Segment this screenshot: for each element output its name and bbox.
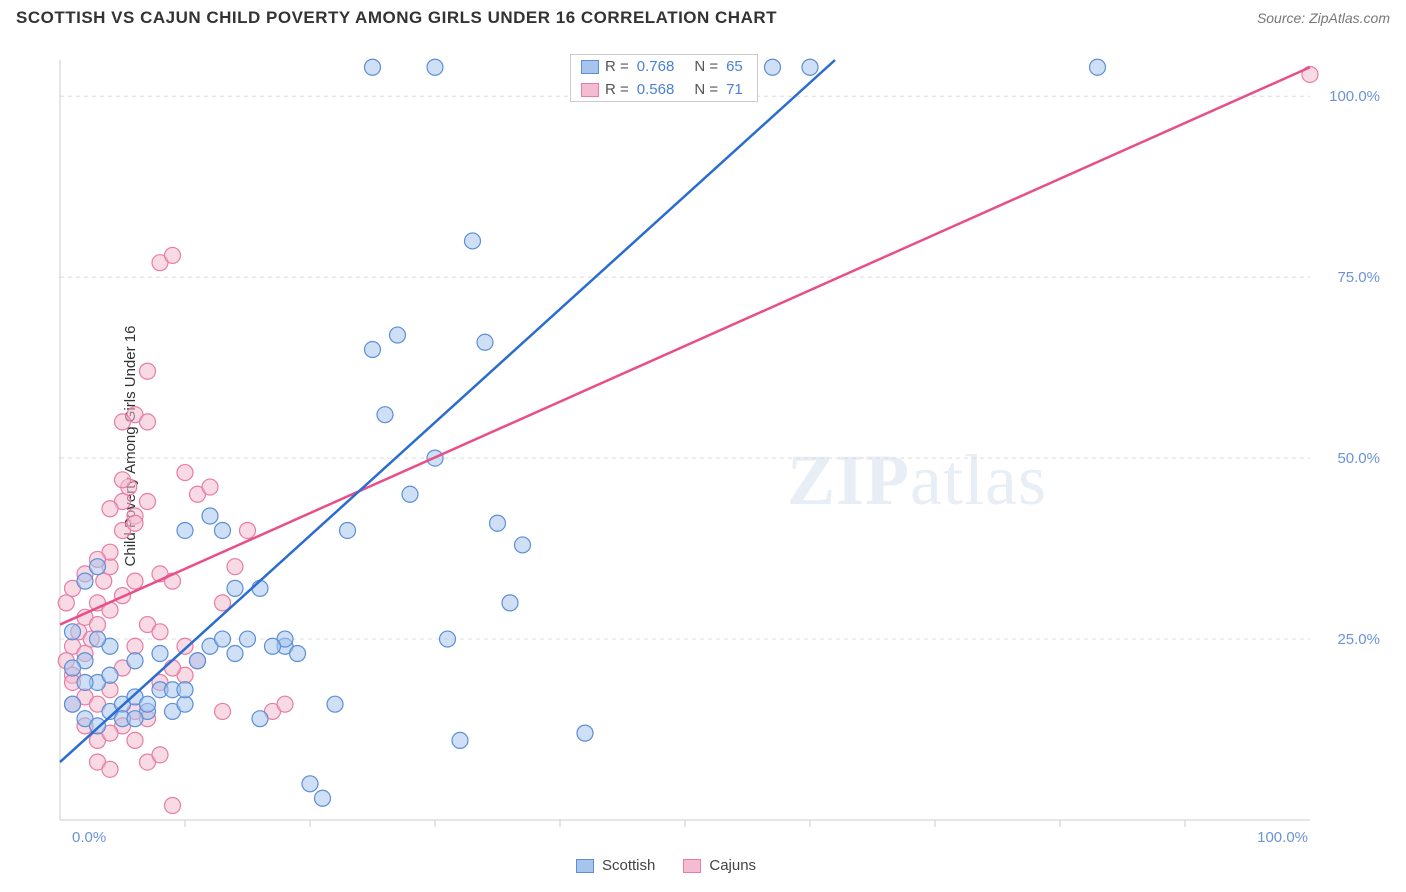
svg-text:0.0%: 0.0% bbox=[72, 829, 106, 846]
svg-text:100.0%: 100.0% bbox=[1329, 88, 1380, 105]
svg-text:75.0%: 75.0% bbox=[1337, 269, 1380, 286]
stat-n-value: 65 bbox=[726, 58, 743, 75]
chart-header: SCOTTISH VS CAJUN CHILD POVERTY AMONG GI… bbox=[0, 0, 1406, 36]
legend-swatch bbox=[683, 859, 701, 873]
svg-text:50.0%: 50.0% bbox=[1337, 450, 1380, 467]
correlation-stats-box: R = 0.768 N = 65 R = 0.568 N = 71 bbox=[570, 54, 758, 102]
source-label: Source: ZipAtlas.com bbox=[1257, 10, 1390, 26]
stat-r-value: 0.568 bbox=[637, 81, 675, 98]
stat-r-label: R = bbox=[605, 81, 629, 98]
stat-n-value: 71 bbox=[726, 81, 743, 98]
legend-swatch bbox=[581, 60, 599, 74]
stat-r-value: 0.768 bbox=[637, 58, 675, 75]
legend-label: Scottish bbox=[602, 857, 655, 874]
stat-n-label: N = bbox=[694, 81, 718, 98]
stat-n-label: N = bbox=[694, 58, 718, 75]
stat-r-label: R = bbox=[605, 58, 629, 75]
stat-row: R = 0.568 N = 71 bbox=[571, 78, 757, 101]
chart-title: SCOTTISH VS CAJUN CHILD POVERTY AMONG GI… bbox=[16, 8, 777, 28]
stat-row: R = 0.768 N = 65 bbox=[571, 55, 757, 78]
series-legend: Scottish Cajuns bbox=[576, 857, 756, 874]
svg-text:25.0%: 25.0% bbox=[1337, 631, 1380, 648]
plot-svg: 25.0% 50.0% 75.0% 100.0% 0.0% 100.0% bbox=[50, 50, 1390, 860]
legend-item: Cajuns bbox=[683, 857, 756, 874]
legend-item: Scottish bbox=[576, 857, 655, 874]
chart-area: ZIPatlas 25.0%50.0%75.0%100.0%0.0%100.0% bbox=[50, 50, 1390, 860]
legend-swatch bbox=[576, 859, 594, 873]
svg-text:100.0%: 100.0% bbox=[1257, 829, 1308, 846]
legend-label: Cajuns bbox=[709, 857, 756, 874]
legend-swatch bbox=[581, 83, 599, 97]
